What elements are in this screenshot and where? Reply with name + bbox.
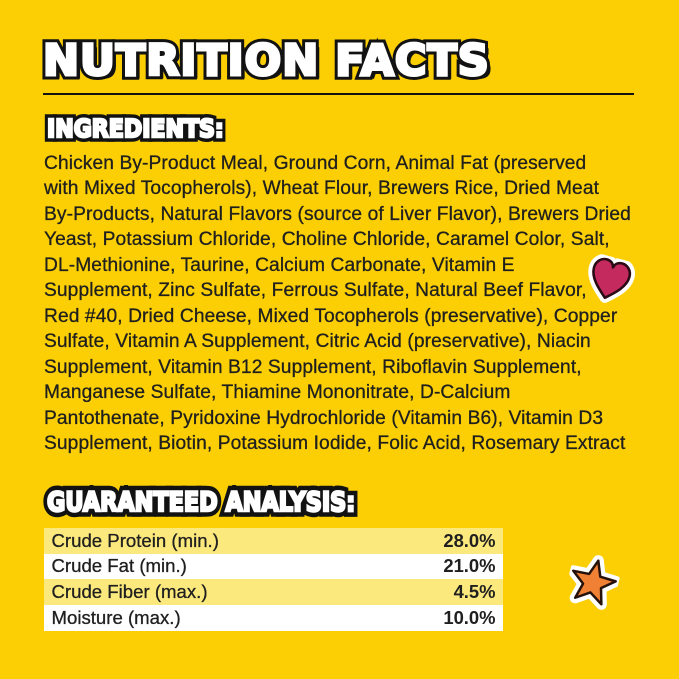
analysis-value: 21.0% [443,555,496,577]
ingredients-line: Pantothenate, Pyridoxine Hydrochloride (… [44,407,604,429]
ingredients-line: with Mixed Tocopherols), Wheat Flour, Br… [44,178,600,200]
ingredients-line: By-Products, Natural Flavors (source of … [44,203,631,225]
analysis-label: Crude Fat (min.) [51,555,187,577]
guaranteed-analysis-heading: GUARANTEED ANALYSIS: GUARANTEED ANALYSIS: [42,483,360,522]
table-row: Moisture (max.) 10.0% [44,604,503,631]
analysis-label: Crude Protein (min.) [51,529,219,551]
ingredients-line: Red #40, Dried Cheese, Mixed Tocopherols… [44,305,618,327]
analysis-value: 28.0% [443,529,496,551]
heart-shape [592,257,632,300]
analysis-label: Crude Fiber (max.) [51,581,208,603]
star-shape [572,559,617,606]
ingredients-line: Yeast, Potassium Chloride, Choline Chlor… [44,229,610,251]
heart-icon [588,253,635,303]
title-divider [42,92,634,95]
ingredients-heading: INGREDIENTS: INGREDIENTS: [42,111,227,146]
analysis-value: 10.0% [443,606,496,628]
table-row: Crude Fiber (max.) 4.5% [44,579,503,605]
ingredients-line: Supplement, Vitamin B12 Supplement, Ribo… [44,356,582,378]
table-row: Crude Protein (min.) 28.0% [44,528,503,554]
analysis-value: 4.5% [453,581,496,603]
ingredients-line: Sulfate, Vitamin A Supplement, Citric Ac… [44,331,591,353]
ingredients-line: Supplement, Biotin, Potassium Iodide, Fo… [44,432,626,454]
page-title: NUTRITION FACTS NUTRITION FACTS [39,35,494,87]
ingredients-line: Supplement, Zinc Sulfate, Ferrous Sulfat… [44,280,587,302]
analysis-label: Moisture (max.) [51,606,181,628]
ingredients-text: Chicken By-Product Meal, Ground Corn, An… [44,151,644,456]
star-icon [567,555,622,610]
ingredients-line: Chicken By-Product Meal, Ground Corn, An… [44,153,587,174]
ingredients-line: DL-Methionine, Taurine, Calcium Carbonat… [44,254,515,276]
guaranteed-analysis-table: Crude Protein (min.) 28.0% Crude Fat (mi… [44,528,503,631]
table-row: Crude Fat (min.) 21.0% [44,553,503,580]
ingredients-line: Manganese Sulfate, Thiamine Mononitrate,… [44,382,511,404]
